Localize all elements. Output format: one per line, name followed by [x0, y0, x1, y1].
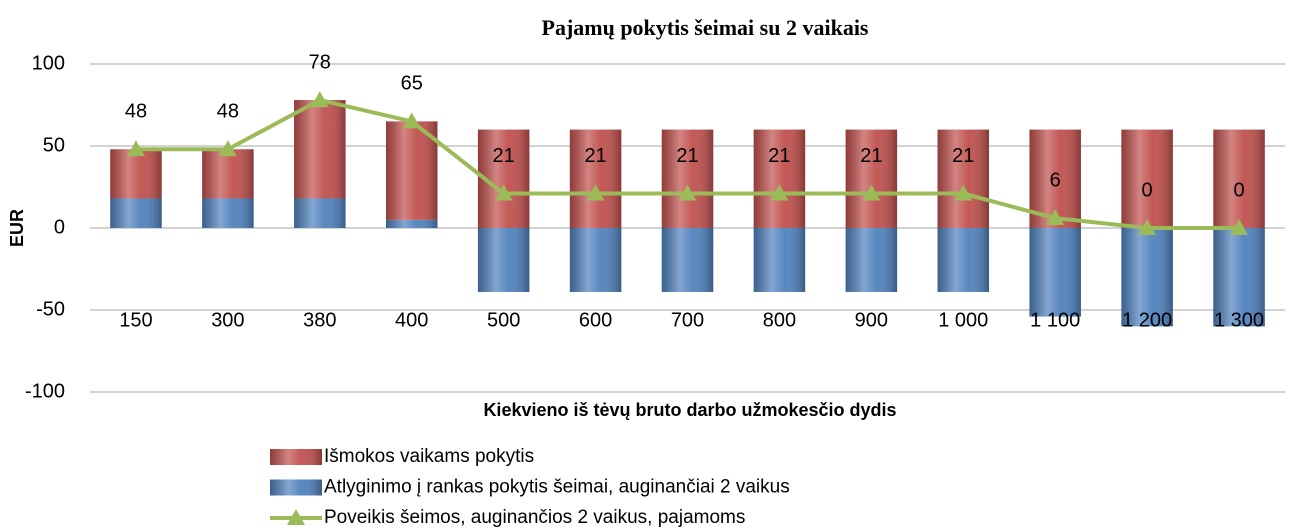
bar-shade: [110, 149, 162, 199]
line-marker: [678, 184, 697, 201]
line-marker: [954, 184, 973, 201]
y-tick-label: -50: [36, 298, 65, 320]
data-label: 48: [125, 101, 147, 123]
line-marker: [494, 184, 513, 201]
bars: [110, 100, 1265, 327]
legend: Išmokos vaikams pokytis Atlyginimo į rank…: [270, 446, 790, 528]
legend-label: Poveikis šeimos, auginančios 2 vaikus, p…: [324, 507, 745, 528]
data-label: 0: [1142, 179, 1153, 201]
legend-marker: [287, 509, 305, 525]
line-marker: [1230, 219, 1249, 235]
legend-swatch-shade: [270, 479, 322, 496]
legend-label: Išmokos vaikams pokytis: [324, 446, 534, 467]
x-tick-label: 1 300: [1214, 309, 1264, 331]
legend-swatch-shade: [270, 449, 322, 465]
line-marker: [1138, 219, 1157, 235]
x-tick-label: 1 100: [1030, 309, 1080, 331]
x-tick-label: 500: [487, 309, 520, 331]
data-label: 21: [860, 145, 882, 167]
labels: 150 300 380 400 500 600 700 800 900 1 000 1 100 1 2…: [119, 51, 1264, 331]
bar-shade: [1121, 129, 1173, 228]
x-tick-label: 150: [119, 309, 152, 331]
x-tick-label: 400: [395, 309, 428, 331]
bar-shade: [202, 198, 254, 228]
y-tick-label: 50: [43, 134, 65, 156]
bar-shade: [937, 228, 990, 292]
data-label: 21: [676, 145, 698, 167]
y-tick-label: -100: [25, 380, 65, 402]
data-label: 21: [584, 145, 606, 167]
bar-shade: [1213, 129, 1265, 228]
y-tick-label: 0: [54, 216, 65, 238]
bar-shade: [845, 129, 898, 228]
x-tick-label: 300: [211, 309, 244, 331]
line-marker: [1046, 209, 1065, 226]
bar-shade: [477, 228, 530, 292]
x-tick-label: 380: [303, 309, 336, 331]
data-label: 21: [952, 145, 974, 167]
bar-shade: [661, 129, 714, 228]
data-label: 0: [1233, 179, 1244, 201]
line-marker: [402, 112, 421, 129]
line-marker: [770, 184, 789, 201]
line-marker: [310, 91, 329, 108]
y-axis-title: EUR: [7, 209, 27, 247]
bar-shade: [1029, 228, 1081, 317]
x-tick-label: 600: [579, 309, 612, 331]
data-label: 48: [217, 101, 239, 123]
bar-shade: [385, 219, 438, 228]
bar-shade: [937, 129, 990, 228]
line-marker: [586, 184, 605, 201]
bar-shade: [294, 100, 346, 199]
bar-shade: [294, 198, 346, 228]
x-tick-label: 700: [671, 309, 704, 331]
bar-shade: [569, 129, 622, 228]
x-tick-label: 800: [763, 309, 796, 331]
legend-label: Atlyginimo į rankas pokytis šeimai, augi…: [324, 477, 790, 498]
data-label: 21: [768, 145, 790, 167]
bar-shade: [661, 228, 714, 292]
data-label: 6: [1050, 169, 1061, 191]
bar-shade: [110, 198, 162, 228]
lines: [126, 91, 1249, 235]
line-marker: [218, 140, 237, 157]
bar-shade: [202, 149, 254, 199]
chart-title: Pajamų pokytis šeimai su 2 vaikais: [542, 15, 869, 40]
bar-shade: [1121, 228, 1173, 327]
line-marker: [126, 140, 145, 157]
x-tick-label: 900: [855, 309, 888, 331]
bar-shade: [845, 228, 898, 292]
x-tick-label: 1 200: [1122, 309, 1172, 331]
y-tick-label: 100: [32, 52, 65, 74]
x-axis-title: Kiekvieno iš tėvų bruto darbo užmokesčio…: [483, 400, 896, 420]
bar-shade: [385, 121, 438, 220]
data-label: 65: [401, 73, 423, 95]
bar-shade: [1213, 228, 1265, 327]
bar-shade: [569, 228, 622, 292]
bar-shade: [753, 228, 806, 292]
data-label: 78: [309, 51, 331, 73]
bar-shade: [753, 129, 806, 228]
data-label: 21: [493, 145, 515, 167]
x-tick-label: 1 000: [938, 309, 988, 331]
line-marker: [862, 184, 881, 201]
